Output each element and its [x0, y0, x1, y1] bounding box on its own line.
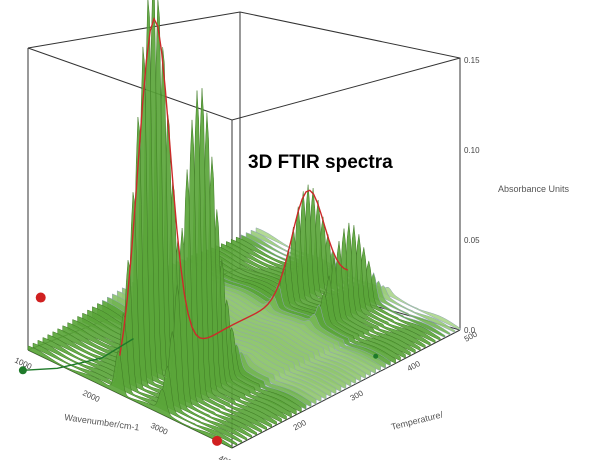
y-tick-label: 200	[292, 418, 308, 432]
surface-slice	[57, 0, 262, 433]
surface-slice	[42, 192, 248, 441]
x-tick-label: 2000	[81, 388, 101, 404]
z-tick-label: 0.05	[464, 236, 480, 245]
y-axis-label: Temperature/	[390, 409, 444, 432]
green-trace-line	[22, 338, 134, 371]
z-tick-label: 0.0	[464, 326, 476, 335]
z-tick-label: 0.15	[464, 56, 480, 65]
trace-layer	[18, 16, 379, 446]
box-edge-back	[27, 11, 461, 330]
surface-slice	[196, 248, 401, 362]
surface-slice	[27, 345, 233, 449]
x-axis-label: Wavenumber/cm-1	[64, 412, 140, 432]
surface-slice	[206, 206, 411, 357]
start-marker	[35, 292, 46, 303]
spectra-surface	[27, 0, 461, 449]
surface-slice	[211, 191, 416, 354]
x-tick-label: 4000	[217, 454, 237, 460]
surface-slice	[47, 116, 253, 439]
x-tick-label: 3000	[149, 421, 169, 437]
box-edge-top-front	[27, 47, 461, 121]
green-marker	[18, 366, 27, 375]
surface-slice	[201, 227, 406, 359]
y-tick-label: 300	[349, 388, 365, 402]
z-tick-label: 0.10	[464, 146, 480, 155]
green-marker-right	[373, 353, 379, 359]
end-marker	[212, 435, 223, 446]
z-axis-ticks: 0.0 0.05 0.10 0.15	[464, 56, 480, 335]
z-axis-label: Absorbance Units	[498, 184, 570, 194]
peak-trace-line	[119, 16, 349, 356]
y-tick-label: 400	[406, 359, 422, 373]
surface-slice	[32, 313, 238, 446]
chart-title: 3D FTIR spectra	[248, 152, 393, 173]
surface-slice	[216, 184, 421, 351]
surface-slice	[52, 46, 258, 436]
surface-slice	[37, 260, 243, 444]
